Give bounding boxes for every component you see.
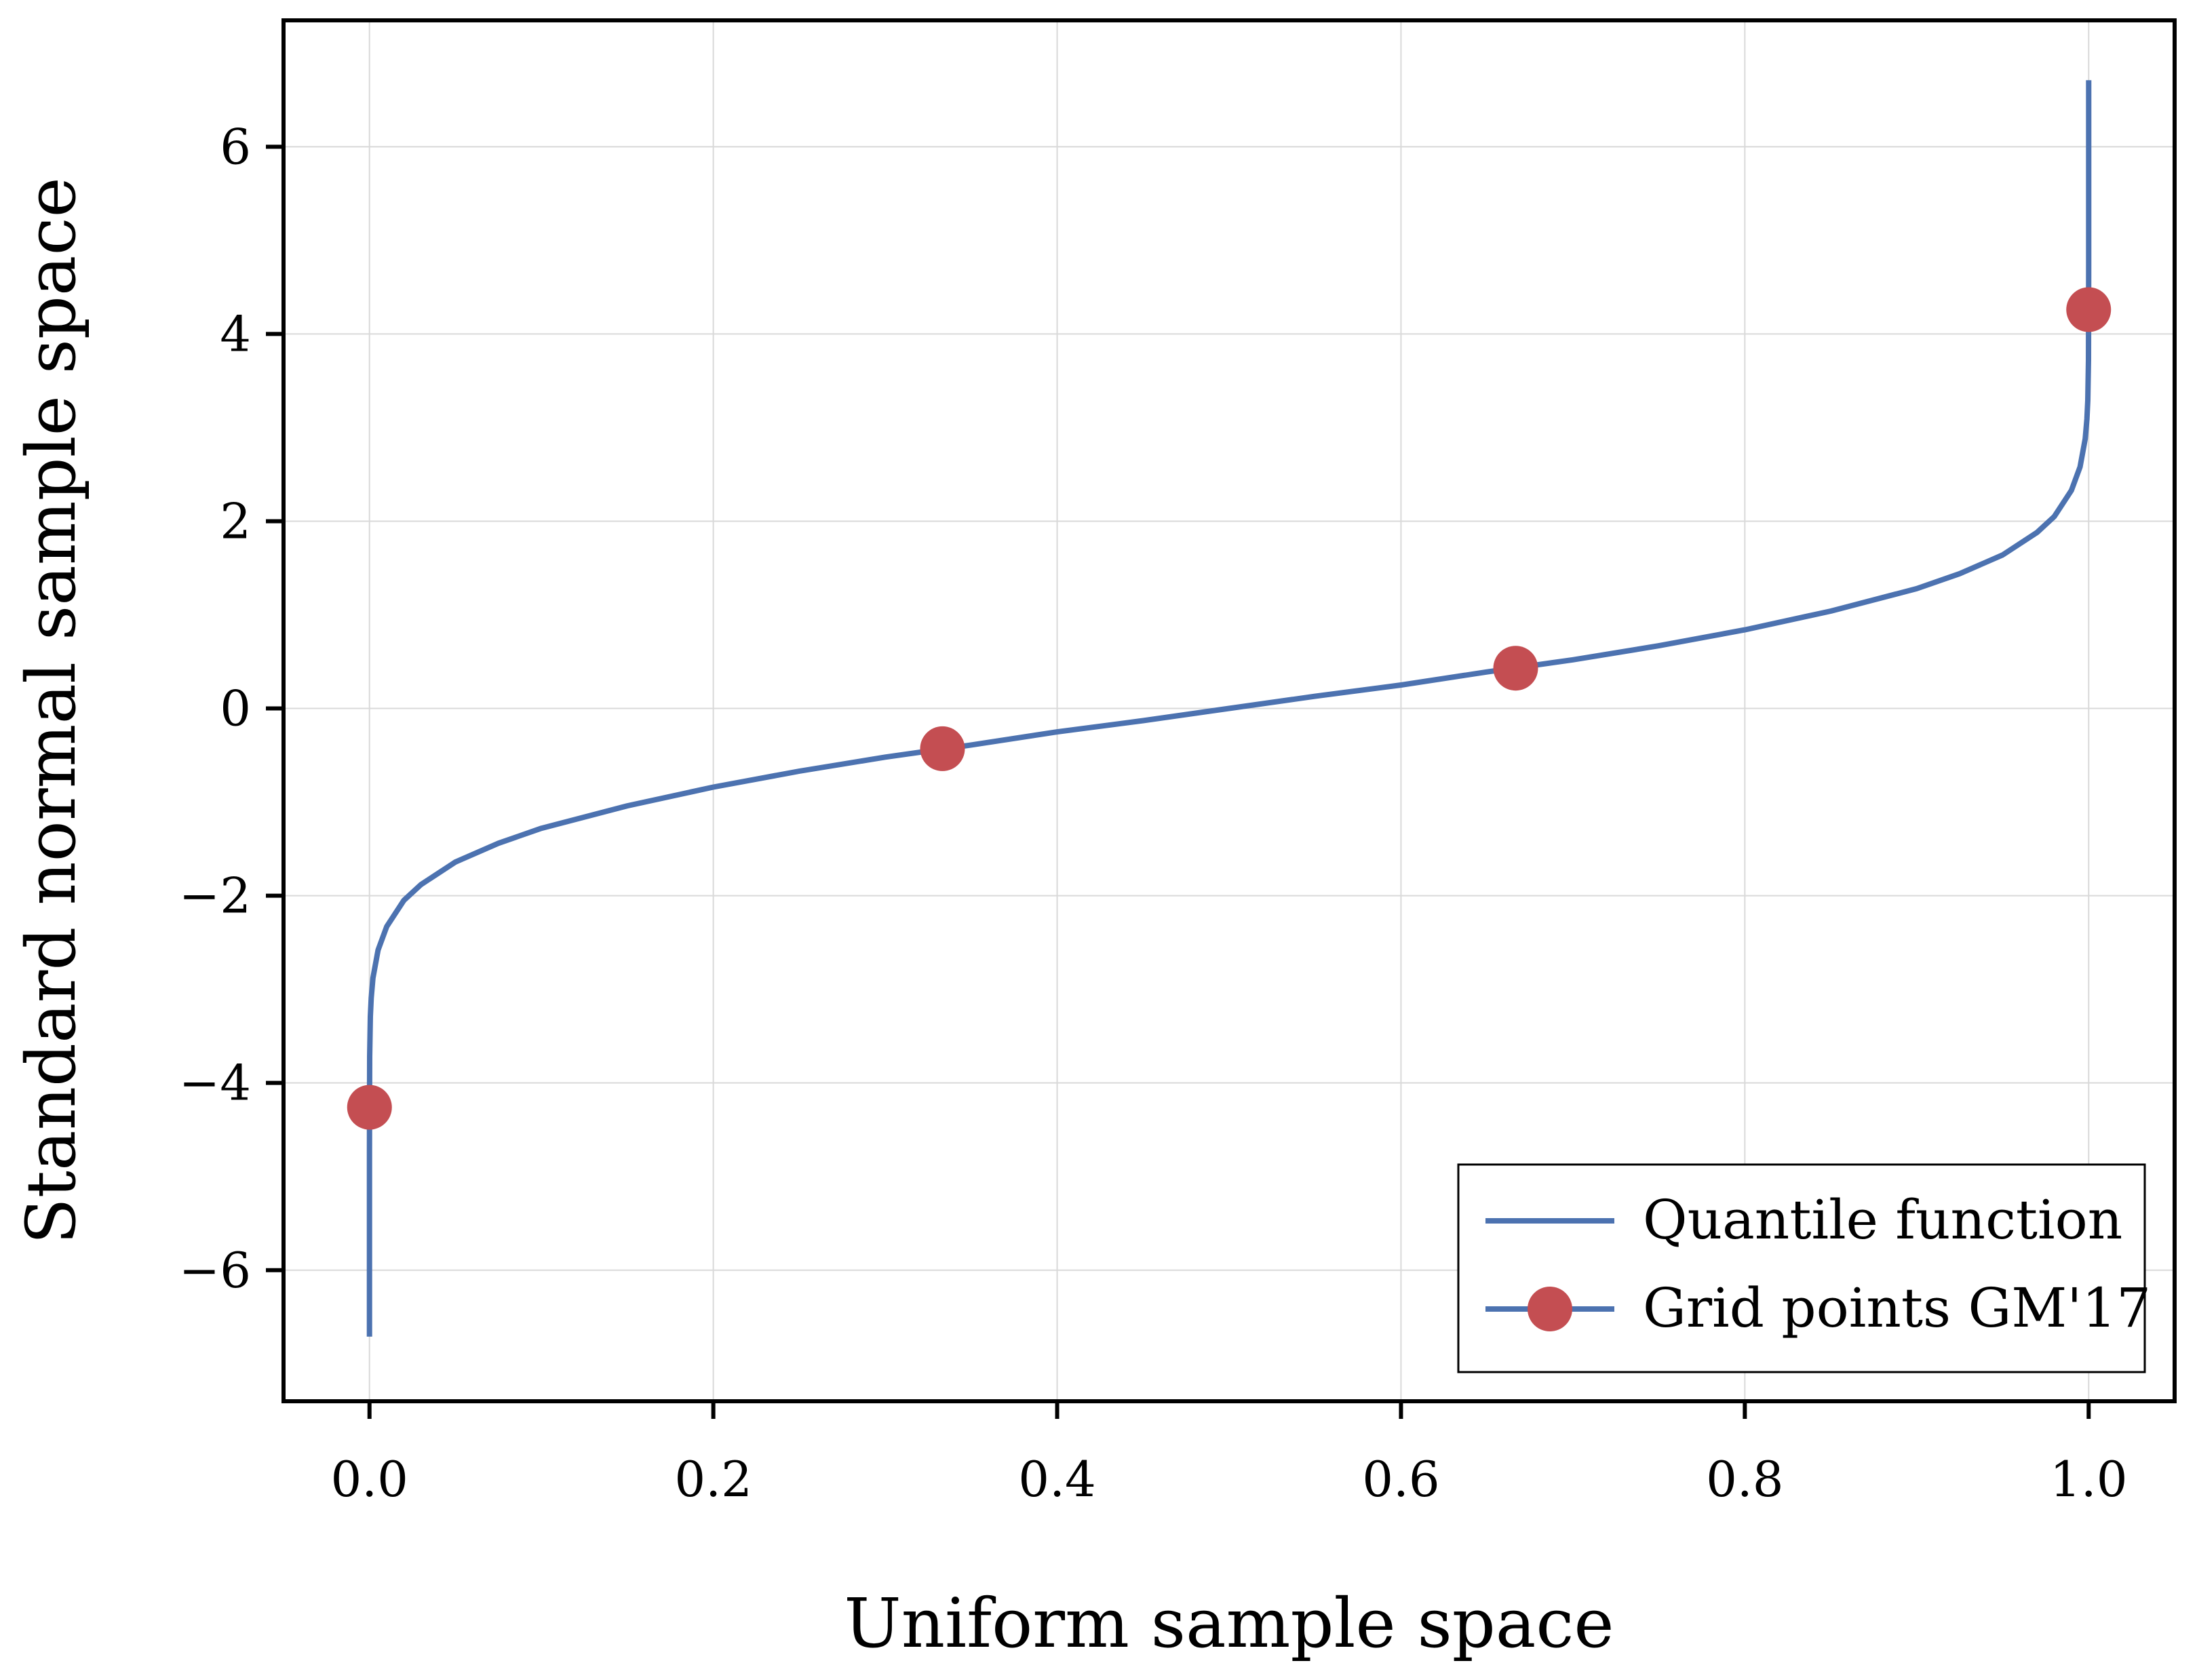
grid-point-marker bbox=[347, 1085, 392, 1130]
legend-box bbox=[1457, 1163, 2146, 1373]
y-tick-label: −2 bbox=[179, 867, 251, 924]
y-tick-label: 0 bbox=[220, 680, 251, 737]
grid-point-marker bbox=[1493, 646, 1538, 691]
y-tick-label: 2 bbox=[220, 492, 251, 549]
x-axis-ticks: 0.0 0.2 0.4 0.6 0.8 1.0 bbox=[330, 1401, 2128, 1508]
y-tick-label: 6 bbox=[220, 118, 251, 175]
y-tick-label: −6 bbox=[179, 1242, 251, 1299]
y-axis-ticks: −6 −4 −2 0 2 4 6 bbox=[179, 118, 284, 1299]
legend-label-quantile: Quantile function bbox=[1643, 1188, 2122, 1251]
grid-point-marker bbox=[2066, 287, 2112, 332]
legend: Quantile function Grid points GM'17 bbox=[1457, 1163, 2151, 1373]
x-tick-label: 0.2 bbox=[674, 1451, 752, 1508]
legend-marker-grid-points bbox=[1528, 1287, 1572, 1331]
y-tick-label: −4 bbox=[179, 1055, 251, 1112]
x-tick-label: 0.4 bbox=[1018, 1451, 1096, 1508]
x-tick-label: 0.8 bbox=[1706, 1451, 1784, 1508]
grid-point-marker bbox=[920, 726, 965, 771]
x-tick-label: 0.0 bbox=[330, 1451, 408, 1508]
y-tick-label: 4 bbox=[220, 305, 251, 362]
x-axis-title: Uniform sample space bbox=[844, 1584, 1614, 1663]
x-tick-label: 1.0 bbox=[2050, 1451, 2128, 1508]
x-tick-label: 0.6 bbox=[1362, 1451, 1440, 1508]
legend-label-grid-points: Grid points GM'17 bbox=[1643, 1276, 2151, 1340]
y-axis-title: Standard normal sample space bbox=[12, 177, 91, 1244]
quantile-function-line bbox=[366, 80, 2092, 1337]
series-layer bbox=[347, 80, 2112, 1337]
plot-frame bbox=[281, 18, 2177, 1403]
